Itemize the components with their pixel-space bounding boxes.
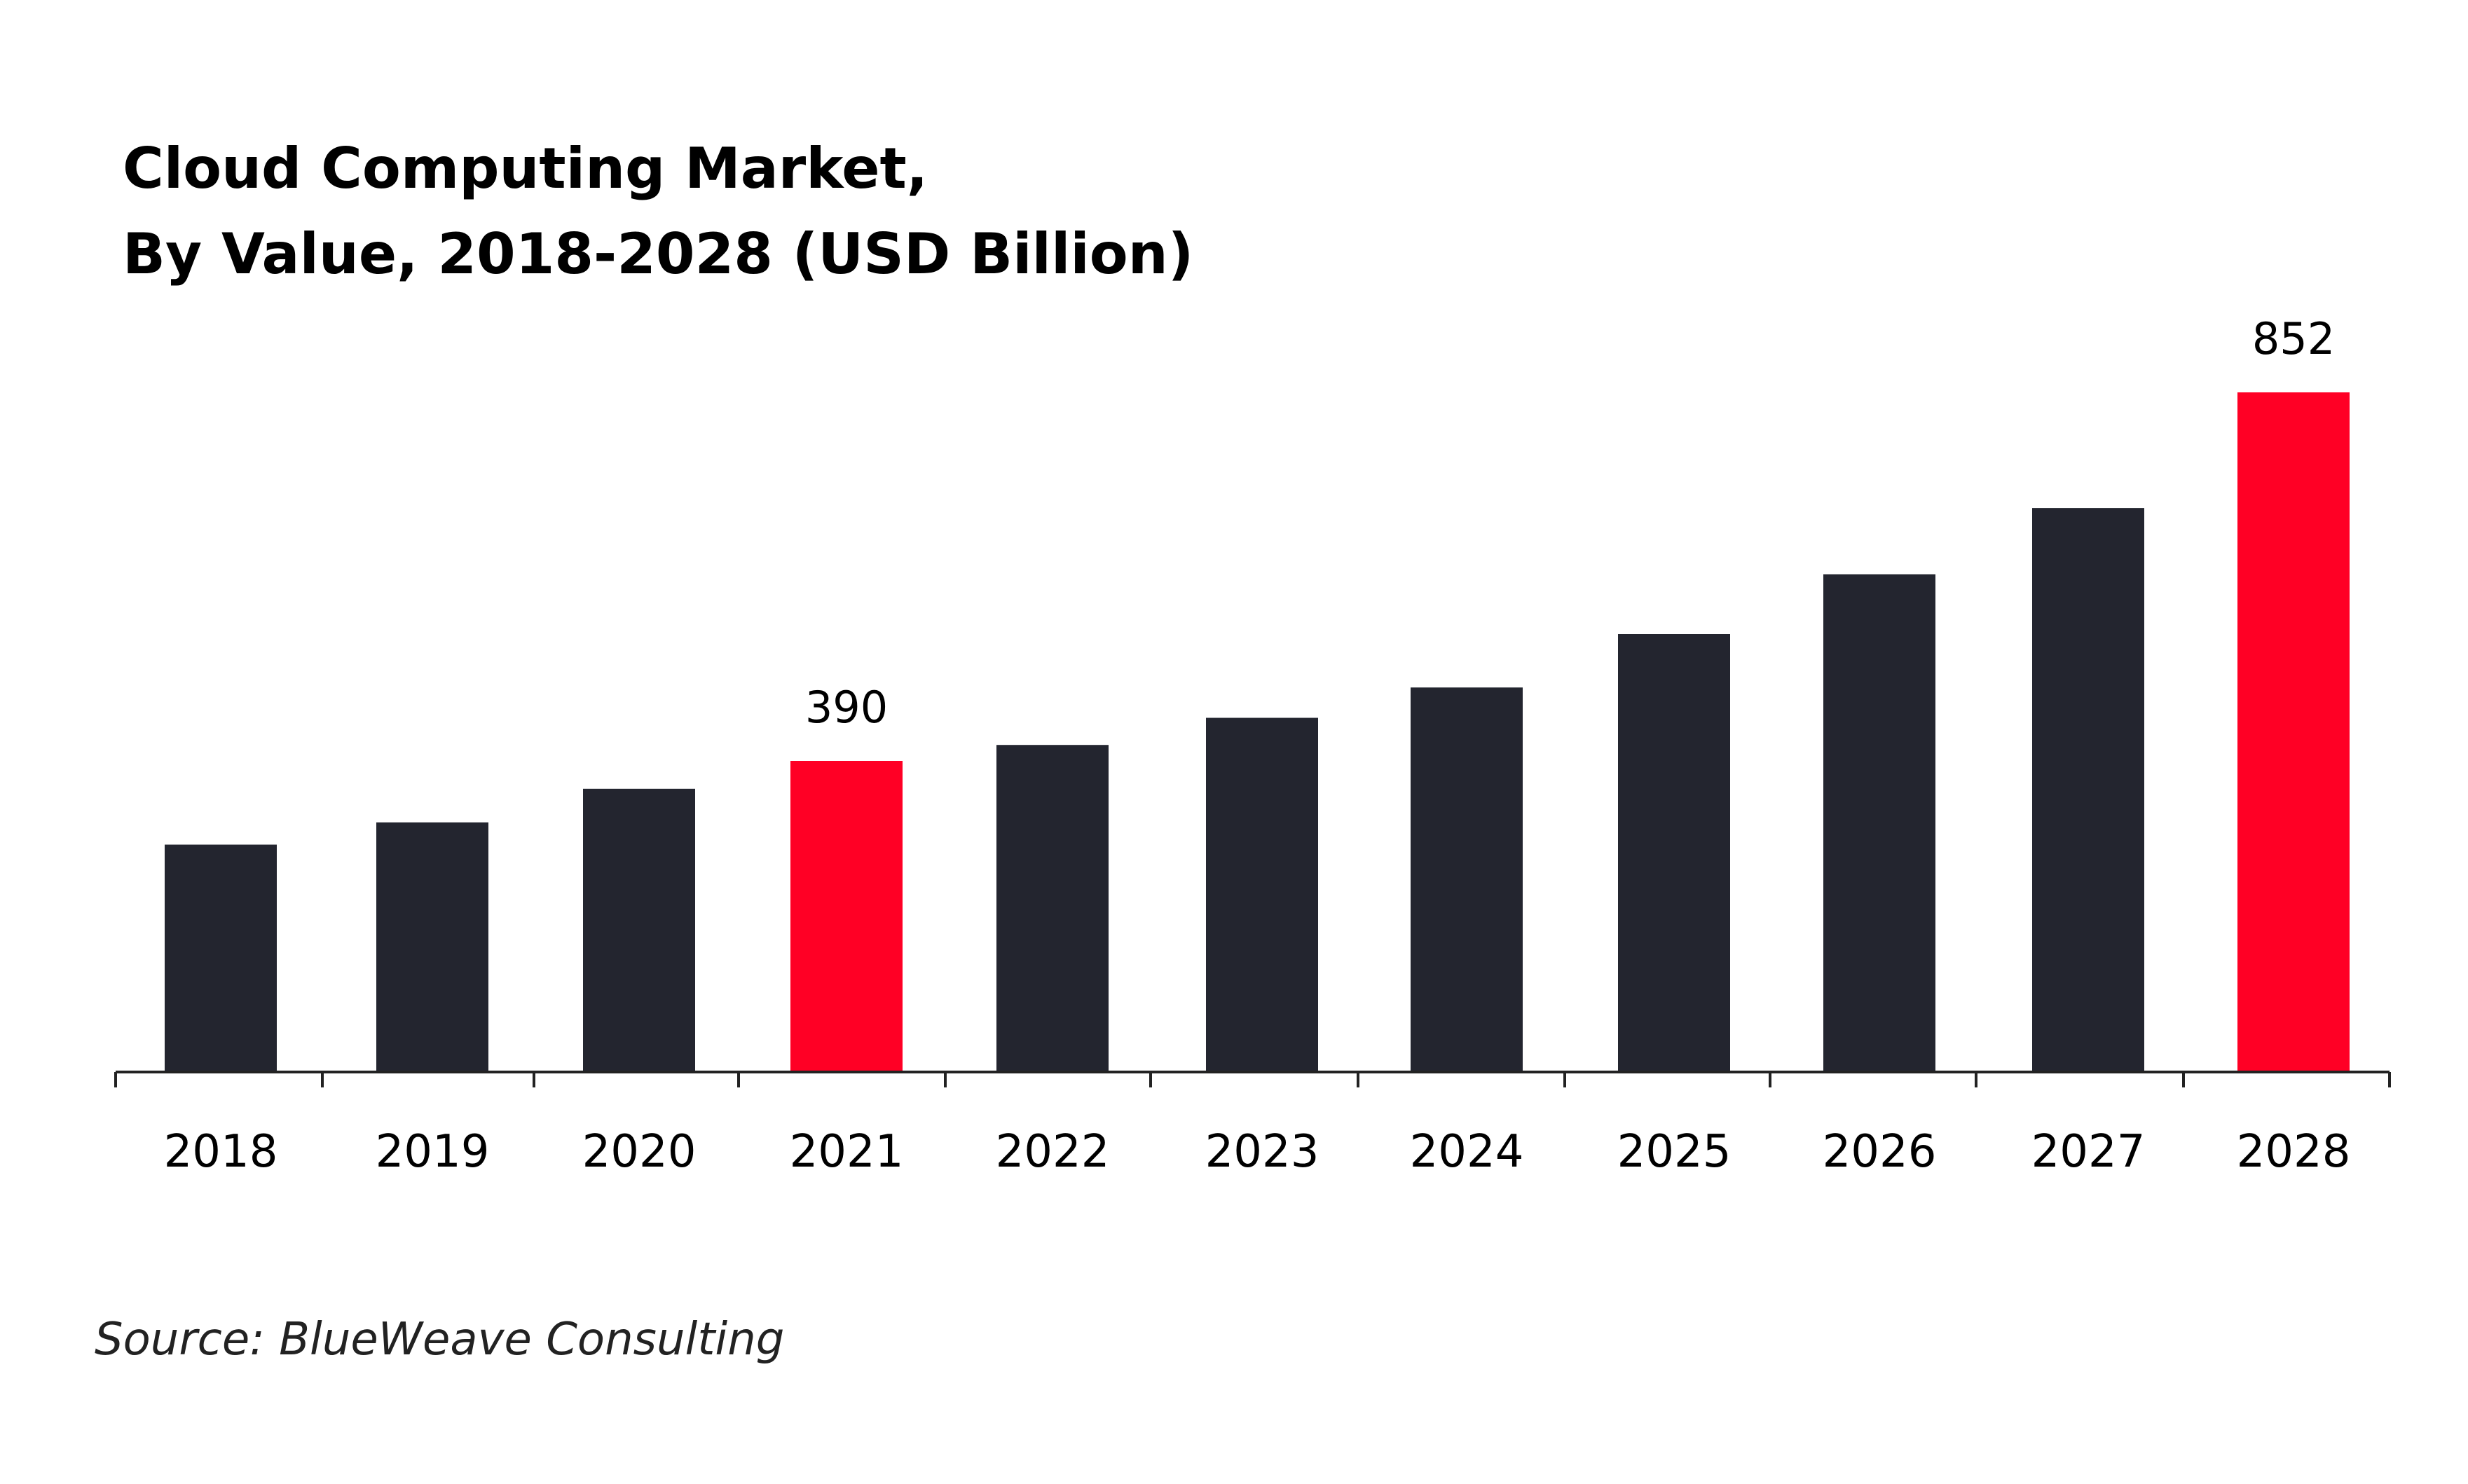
data-label-2021: 390 — [805, 682, 888, 733]
x-tick-label-2025: 2025 — [1617, 1126, 1732, 1178]
bar-2021 — [790, 761, 903, 1072]
bar-2023 — [1206, 717, 1318, 1072]
bar-2018 — [165, 844, 277, 1072]
x-tick-label-2018: 2018 — [164, 1126, 278, 1178]
chart-title-line-2: By Value, 2018-2028 (USD Billion) — [123, 221, 1194, 287]
x-tick-label-2026: 2026 — [1823, 1126, 1937, 1178]
x-tick-label-2020: 2020 — [582, 1126, 697, 1178]
bar-2025 — [1618, 634, 1730, 1072]
chart-title-line-1: Cloud Computing Market, — [123, 136, 928, 201]
x-tick-label-2028: 2028 — [2237, 1126, 2351, 1178]
labels-group: 2018 2019 2020 2021 2022 2023 2024 2025 2026 2027… — [164, 313, 2351, 1178]
x-axis — [114, 1071, 2391, 1087]
x-tick-label-2021: 2021 — [790, 1126, 904, 1178]
source-note: Source: BlueWeave Consulting — [95, 1314, 785, 1366]
bar-2022 — [996, 745, 1109, 1072]
x-tick-label-2022: 2022 — [996, 1126, 1110, 1178]
data-label-2028: 852 — [2252, 313, 2335, 364]
bar-2026 — [1823, 574, 1935, 1072]
x-tick-label-2019: 2019 — [376, 1126, 490, 1178]
bar-2027 — [2032, 508, 2144, 1072]
x-tick-label-2024: 2024 — [1410, 1126, 1524, 1178]
x-tick-label-2023: 2023 — [1205, 1126, 1319, 1178]
bar-2028 — [2237, 392, 2350, 1072]
bar-2020 — [583, 788, 695, 1072]
bar-2024 — [1411, 687, 1523, 1072]
chart-title: Cloud Computing Market, By Value, 2018-2… — [123, 126, 1804, 297]
bars-group — [165, 392, 2350, 1072]
bar-2019 — [376, 822, 488, 1072]
x-tick-label-2027: 2027 — [2031, 1126, 2146, 1178]
